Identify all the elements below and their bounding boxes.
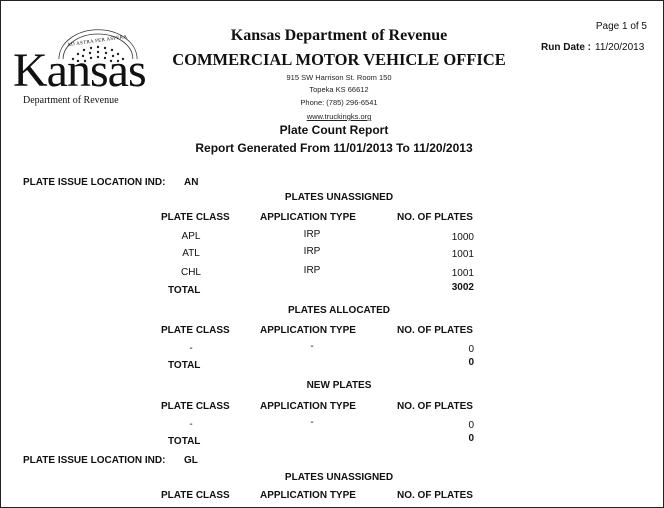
run-date: 11/20/2013 [595,42,645,53]
column-header-plate-class: PLATE CLASS [161,325,230,336]
column-header-no-of-plates: NO. OF PLATES [397,490,473,501]
application-type-cell: IRP [303,265,321,276]
org-name: Kansas Department of Revenue [230,27,448,44]
total-label: TOTAL [168,436,201,447]
plate-count-cell: 0 [468,344,474,355]
total-value: 0 [468,357,474,368]
total-value: 3002 [451,282,474,293]
section-title: NEW PLATES [306,380,372,391]
section-title: PLATES UNASSIGNED [284,192,394,203]
application-type-cell: IRP [303,246,321,257]
total-label: TOTAL [168,360,201,371]
plate-class-cell: APL [181,231,201,242]
column-header-application-type: APPLICATION TYPE [260,325,356,336]
plate-class-cell: ATL [182,248,200,259]
page-indicator: Page 1 of 5 [595,21,647,32]
office-name: COMMERCIAL MOTOR VEHICLE OFFICE [172,50,506,69]
application-type-cell: IRP [303,229,321,240]
report-title: Plate Count Report [279,123,389,137]
plate-count-cell: 0 [468,420,474,431]
kansas-logo: AD ASTRA PER ASPERA Kansas Department of… [11,29,147,109]
column-header-application-type: APPLICATION TYPE [260,401,356,412]
plate-class-cell: - [189,419,193,430]
total-value: 0 [468,433,474,444]
plate-count-cell: 1001 [451,268,474,279]
section-title: PLATES ALLOCATED [287,305,391,316]
application-type-cell: - [310,417,314,428]
column-header-plate-class: PLATE CLASS [161,401,230,412]
run-date-label: Run Date : [541,42,591,53]
column-header-no-of-plates: NO. OF PLATES [397,401,473,412]
website-link[interactable]: www.truckingks.org [306,112,372,121]
phone: Phone: (785) 296-6541 [300,98,378,107]
location-label: PLATE ISSUE LOCATION IND: [23,455,166,466]
report-range: Report Generated From 11/01/2013 To 11/2… [195,141,473,155]
section-title: PLATES UNASSIGNED [284,472,394,483]
location-code: GL [184,455,198,466]
star-arc-icon [58,29,138,63]
address-line2: Topeka KS 66612 [309,85,369,94]
total-label: TOTAL [168,285,201,296]
application-type-cell: - [310,341,314,352]
logo-subtitle: Department of Revenue [23,95,119,106]
location-label: PLATE ISSUE LOCATION IND: [23,177,166,188]
plate-count-cell: 1000 [451,232,474,243]
column-header-no-of-plates: NO. OF PLATES [397,325,473,336]
logo-wordmark: Kansas [13,44,147,97]
plate-count-cell: 1001 [451,249,474,260]
column-header-plate-class: PLATE CLASS [161,490,230,501]
plate-class-cell: - [189,343,193,354]
column-header-plate-class: PLATE CLASS [161,212,230,223]
address-line1: 915 SW Harrison St. Room 150 [286,73,392,82]
location-code: AN [184,177,199,188]
column-header-no-of-plates: NO. OF PLATES [397,212,473,223]
column-header-application-type: APPLICATION TYPE [260,212,356,223]
column-header-application-type: APPLICATION TYPE [260,490,356,501]
plate-class-cell: CHL [180,267,202,278]
